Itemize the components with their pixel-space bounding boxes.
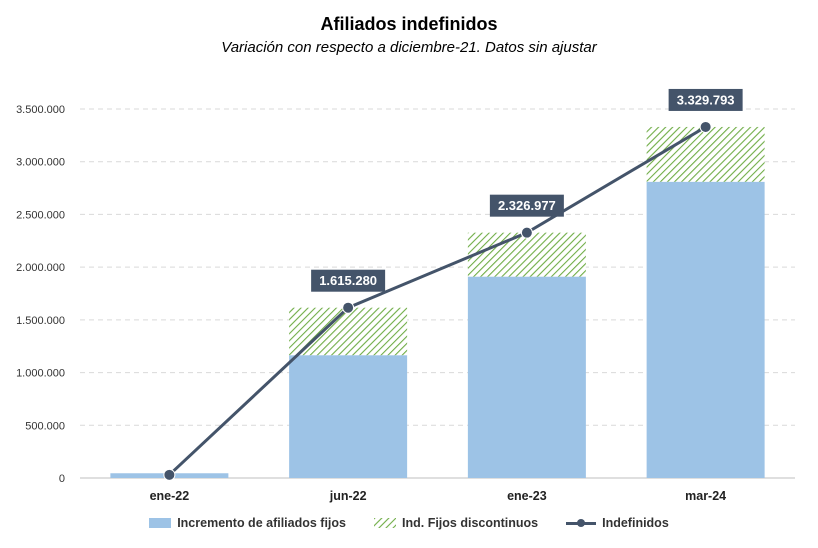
y-tick-label: 2.000.000 — [16, 262, 65, 274]
indefinidos-point-ene-22 — [163, 468, 176, 481]
legend-item-discontinuos: Ind. Fijos discontinuos — [374, 516, 538, 530]
y-axis-ticks: 0 500.000 1.000.000 1.500.000 2.000.000 2.500… — [16, 104, 65, 485]
indefinidos-line — [163, 120, 712, 481]
legend-label-discontinuos: Ind. Fijos discontinuos — [402, 516, 539, 530]
y-tick-label: 1.500.000 — [16, 315, 65, 327]
bar-discontinuos-ene-23 — [467, 232, 586, 277]
data-label-box-jun-22 — [311, 269, 386, 292]
data-label-mar-24: 3.329.793 — [677, 92, 735, 107]
legend-swatch-discontinuos — [374, 518, 396, 528]
y-tick-label: 3.500.000 — [16, 104, 65, 116]
bar-discontinuos-jun-22 — [289, 307, 408, 356]
legend-label-indefinidos: Indefinidos — [602, 516, 669, 530]
legend-label-fijos: Incremento de afiliados fijos — [177, 516, 346, 530]
indefinidos-point-ene-23 — [520, 226, 533, 239]
data-labels: 1.615.280 2.326.977 3.329.793 — [311, 88, 743, 292]
indefinidos-point-jun-22 — [342, 301, 355, 314]
legend-swatch-fijos — [149, 518, 172, 528]
y-tick-label: 1.000.000 — [16, 368, 65, 380]
legend-item-fijos: Incremento de afiliados fijos — [149, 516, 346, 530]
bars — [110, 126, 765, 478]
y-tick-label: 0 — [59, 473, 65, 485]
indefinidos-polyline — [168, 125, 707, 476]
x-tick-label: jun-22 — [329, 489, 367, 503]
data-label-ene-23: 2.326.977 — [498, 198, 556, 213]
indefinidos-point-mar-24 — [699, 120, 712, 133]
x-axis-ticks: ene-22 jun-22 ene-23 mar-24 — [150, 489, 727, 503]
x-tick-label: ene-23 — [507, 489, 547, 503]
bar-fijos-mar-24 — [646, 181, 765, 478]
y-tick-label: 500.000 — [25, 420, 65, 432]
chart-subtitle: Variación con respecto a diciembre-21. D… — [221, 39, 597, 56]
data-label-box-ene-23 — [489, 194, 564, 217]
legend: Incremento de afiliados fijos Ind. Fijos… — [0, 516, 818, 530]
chart-title: Afiliados indefinidos — [320, 14, 498, 34]
bar-fijos-jun-22 — [289, 355, 408, 478]
y-tick-label: 3.000.000 — [16, 157, 65, 169]
legend-item-indefinidos: Indefinidos — [566, 516, 669, 530]
bar-fijos-ene-23 — [467, 276, 586, 478]
legend-swatch-indefinidos — [566, 518, 597, 528]
bar-discontinuos-mar-24 — [646, 126, 765, 182]
x-tick-label: ene-22 — [150, 489, 190, 503]
data-label-box-mar-24 — [668, 88, 743, 111]
x-tick-label: mar-24 — [685, 489, 726, 503]
data-label-jun-22: 1.615.280 — [319, 273, 377, 288]
y-tick-label: 2.500.000 — [16, 209, 65, 221]
